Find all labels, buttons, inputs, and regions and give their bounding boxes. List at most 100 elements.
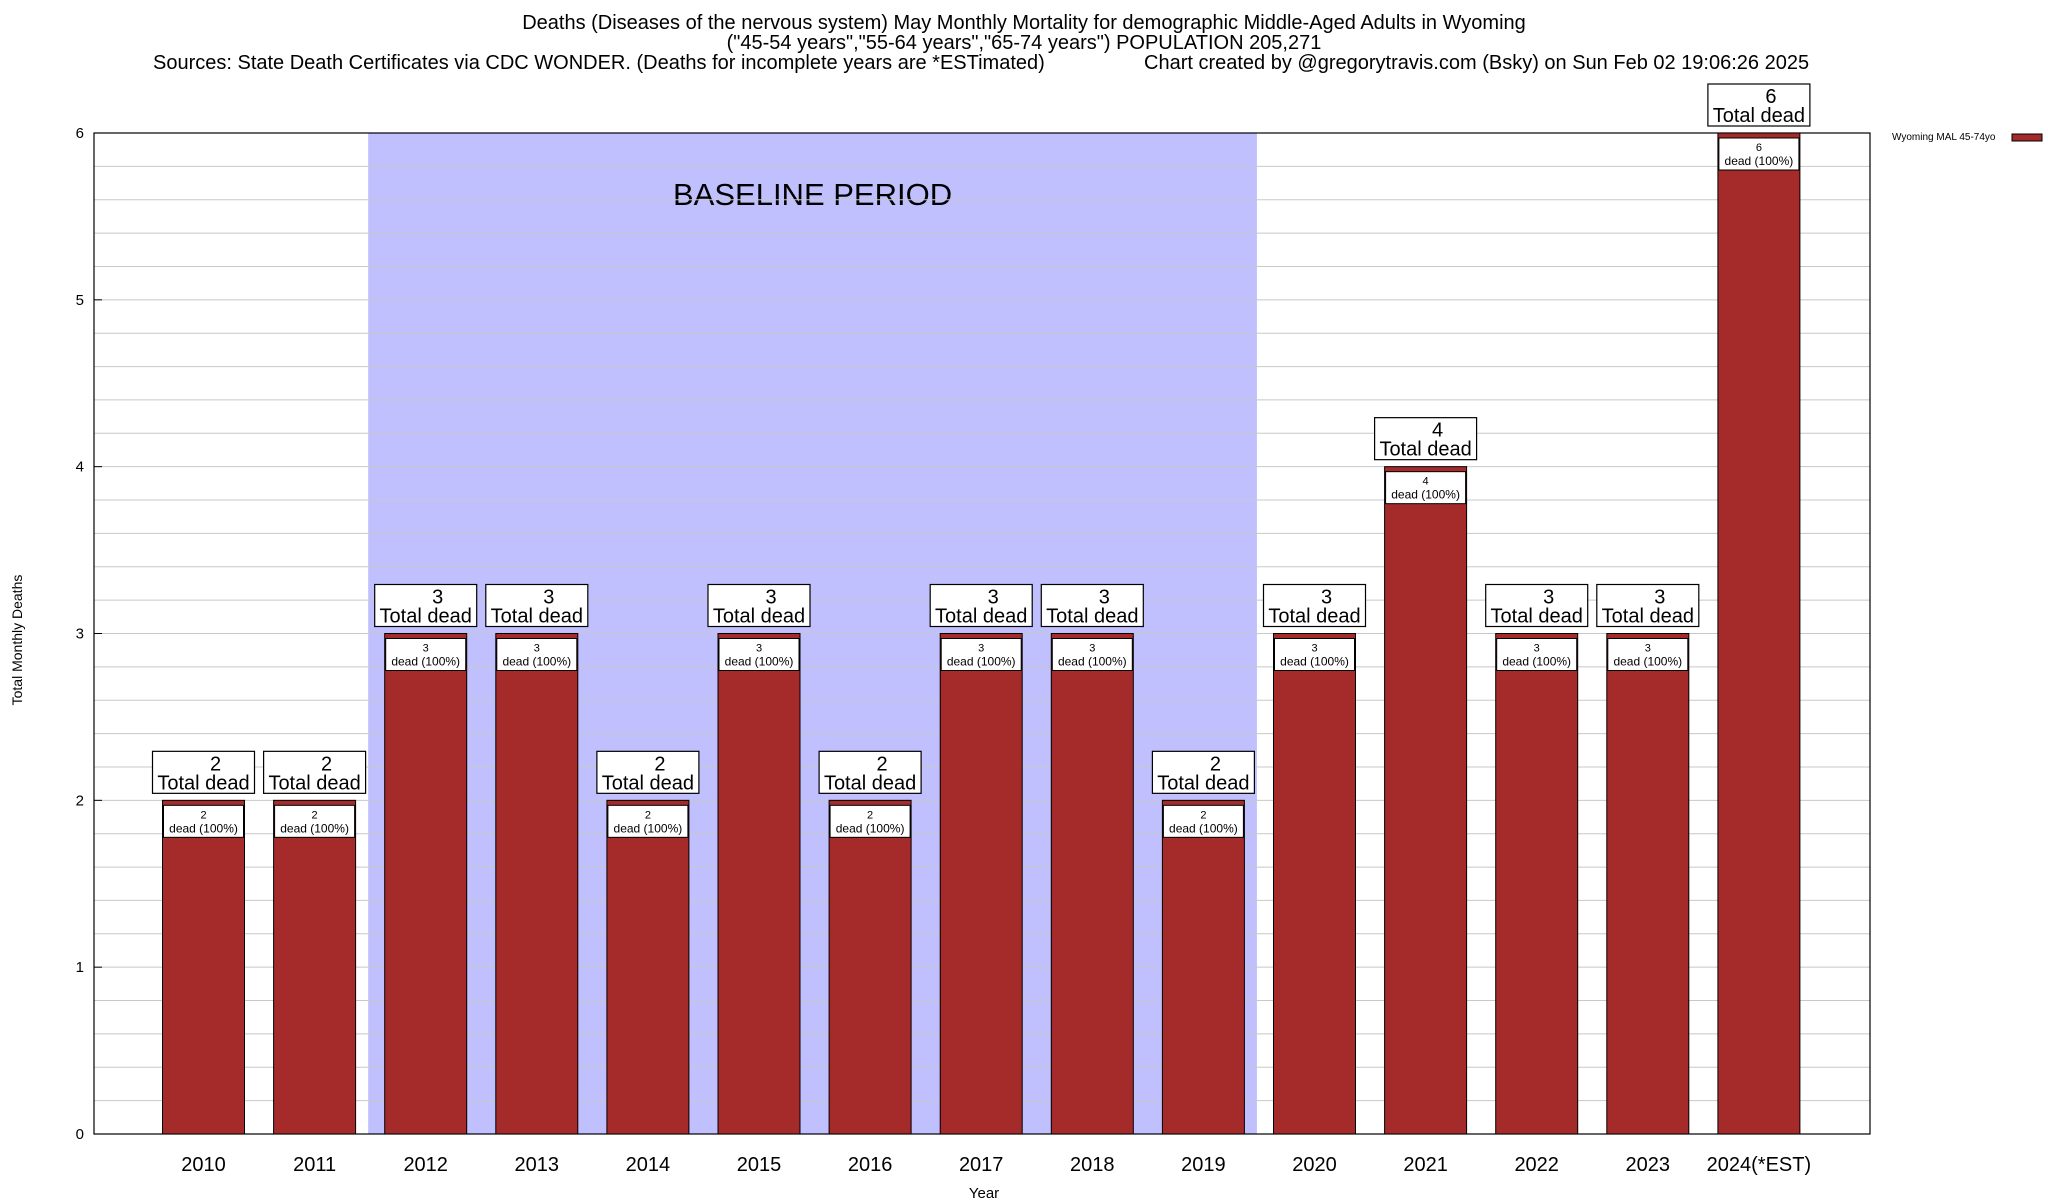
inner-label-text: dead (100%) — [1280, 655, 1349, 669]
y-tick-label: 3 — [76, 626, 84, 643]
bar-2024(*EST) — [1717, 132, 1801, 1135]
inner-label-count: 2 — [1200, 809, 1206, 821]
inner-label-box — [163, 804, 244, 838]
x-tick-label: 2016 — [848, 1154, 893, 1176]
chart-subtitle: ("45-54 years","55-64 years","65-74 year… — [726, 32, 1322, 54]
bar-2013 — [495, 633, 579, 1135]
total-label-count: 3 — [988, 587, 999, 609]
inner-label-box — [1051, 638, 1133, 671]
total-label-text: Total dead — [602, 772, 694, 794]
bar-2018 — [1050, 633, 1134, 1135]
x-tick-label: 2012 — [403, 1154, 448, 1176]
total-label-text: Total dead — [1157, 772, 1249, 794]
bar-2015 — [717, 633, 801, 1135]
bar-2020 — [1273, 633, 1356, 1135]
inner-label-count: 2 — [867, 809, 873, 821]
inner-label-text: dead (100%) — [391, 655, 460, 669]
inner-label-box — [1162, 804, 1244, 838]
y-tick-label: 6 — [76, 125, 84, 142]
legend-label: Wyoming MAL 45-74yo — [1892, 132, 1996, 143]
inner-label-box — [1274, 638, 1355, 671]
inner-label-text: dead (100%) — [280, 821, 349, 835]
inner-label-box — [607, 804, 689, 838]
total-label-count: 3 — [1654, 587, 1665, 609]
inner-label-count: 6 — [1756, 142, 1762, 154]
bar-2017 — [939, 633, 1023, 1135]
inner-label-text: dead (100%) — [1058, 655, 1127, 669]
total-label-text: Total dead — [491, 606, 583, 628]
y-tick-label: 4 — [76, 459, 84, 476]
inner-label-box — [385, 638, 467, 671]
y-tick-label: 5 — [76, 292, 84, 309]
total-label-count: 6 — [1765, 86, 1776, 108]
x-tick-label: 2011 — [293, 1154, 336, 1176]
total-label-count: 3 — [765, 587, 776, 609]
inner-label-text: dead (100%) — [947, 655, 1016, 669]
bar-2011 — [273, 799, 357, 1135]
baseline-label: BASELINE PERIOD — [673, 177, 952, 212]
inner-label-text: dead (100%) — [502, 655, 571, 669]
bar-2022 — [1495, 633, 1579, 1135]
inner-label-count: 2 — [312, 809, 318, 821]
total-label-count: 3 — [1543, 587, 1554, 609]
inner-label-count: 3 — [534, 643, 540, 655]
total-label-count: 2 — [877, 753, 888, 775]
chart-title: Deaths (Diseases of the nervous system) … — [522, 12, 1526, 34]
x-tick-label: 2010 — [181, 1154, 226, 1176]
inner-label-box — [274, 804, 356, 838]
total-label-box — [929, 583, 1033, 628]
inner-label-text: dead (100%) — [1725, 154, 1794, 168]
inner-label-box — [1607, 638, 1689, 671]
bar-2021 — [1384, 466, 1468, 1135]
x-tick-label: 2021 — [1403, 1154, 1448, 1176]
bar-2014 — [606, 799, 690, 1135]
inner-label-count: 4 — [1423, 476, 1429, 488]
bar-2016 — [828, 799, 912, 1135]
x-tick-label: 2018 — [1070, 1154, 1115, 1176]
total-label-count: 2 — [1210, 753, 1221, 775]
bar-2019 — [1161, 799, 1245, 1135]
x-tick-label: 2023 — [1626, 1154, 1671, 1176]
y-tick-label: 1 — [76, 959, 84, 976]
bar-2023 — [1606, 633, 1690, 1135]
inner-label-count: 3 — [423, 643, 429, 655]
total-label-box — [1373, 417, 1478, 461]
legend-swatch — [2011, 133, 2043, 142]
x-tick-label: 2020 — [1292, 1154, 1337, 1176]
total-label-box — [1040, 583, 1144, 628]
x-axis-label: Year — [968, 1185, 1000, 1202]
total-label-text: Total dead — [1602, 606, 1694, 628]
total-label-box — [374, 583, 478, 628]
x-tick-label: 2024(*EST) — [1707, 1154, 1812, 1176]
total-label-box — [1485, 583, 1589, 628]
inner-label-count: 3 — [1089, 643, 1095, 655]
inner-label-box — [940, 638, 1022, 671]
total-label-box — [1596, 583, 1700, 628]
inner-label-box — [1718, 137, 1800, 171]
total-label-text: Total dead — [157, 772, 249, 794]
total-label-box — [1707, 83, 1811, 127]
inner-label-text: dead (100%) — [169, 821, 238, 835]
inner-label-text: dead (100%) — [1169, 821, 1238, 835]
inner-label-box — [718, 638, 800, 671]
total-label-text: Total dead — [1713, 105, 1805, 127]
total-label-count: 3 — [1099, 587, 1110, 609]
total-label-text: Total dead — [935, 606, 1027, 628]
inner-label-text: dead (100%) — [1391, 488, 1460, 502]
total-label-count: 2 — [210, 753, 221, 775]
inner-label-text: dead (100%) — [836, 821, 905, 835]
x-tick-label: 2017 — [959, 1154, 1004, 1176]
x-tick-label: 2022 — [1514, 1154, 1559, 1176]
y-tick-label: 2 — [76, 792, 84, 809]
inner-label-text: dead (100%) — [614, 821, 683, 835]
total-label-count: 4 — [1432, 420, 1443, 442]
total-label-text: Total dead — [1379, 439, 1471, 461]
bar-2010 — [162, 799, 245, 1135]
total-label-text: Total dead — [824, 772, 916, 794]
total-label-box — [263, 750, 367, 794]
chart-source-note: Sources: State Death Certificates via CD… — [153, 52, 1045, 74]
x-tick-label: 2014 — [626, 1154, 671, 1176]
x-tick-label: 2015 — [737, 1154, 782, 1176]
total-label-box — [818, 750, 922, 794]
inner-label-count: 3 — [1534, 643, 1540, 655]
